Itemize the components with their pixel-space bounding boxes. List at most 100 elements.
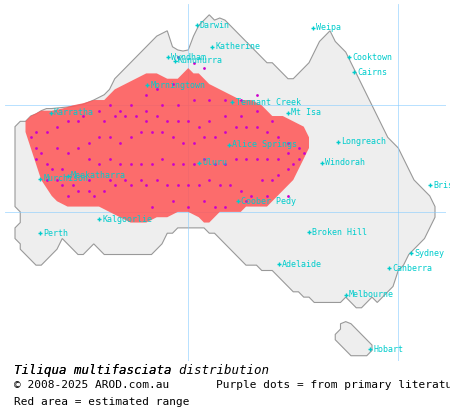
Text: © 2008-2025 AROD.com.au: © 2008-2025 AROD.com.au <box>14 380 169 390</box>
Point <box>237 97 244 103</box>
Point <box>211 203 218 210</box>
Point <box>32 155 40 162</box>
Text: Wyndham: Wyndham <box>171 53 207 62</box>
Point <box>38 150 45 156</box>
Point <box>27 134 34 141</box>
Point <box>174 102 181 109</box>
Point <box>284 150 292 156</box>
Point <box>54 123 61 130</box>
Point <box>274 155 281 162</box>
Point <box>132 113 140 120</box>
Point <box>106 177 113 183</box>
Point <box>169 198 176 205</box>
Polygon shape <box>15 15 435 308</box>
Point <box>117 107 124 114</box>
Point <box>253 91 260 98</box>
Point <box>243 198 250 205</box>
Point <box>174 182 181 188</box>
Point <box>106 155 113 162</box>
Point <box>195 182 203 188</box>
Point <box>190 161 197 167</box>
Point <box>200 65 207 71</box>
Text: Windorah: Windorah <box>325 159 365 167</box>
Point <box>169 81 176 88</box>
Point <box>101 187 108 194</box>
Point <box>200 198 207 205</box>
Point <box>153 113 160 120</box>
Point <box>263 155 270 162</box>
Point <box>137 177 144 183</box>
Text: Adelaide: Adelaide <box>282 260 322 269</box>
Point <box>54 177 61 183</box>
Text: Longreach: Longreach <box>342 137 387 146</box>
Point <box>284 166 292 173</box>
Point <box>106 102 113 109</box>
Point <box>180 139 187 146</box>
Point <box>95 107 103 114</box>
Point <box>143 182 150 188</box>
Text: Coober Pedy: Coober Pedy <box>241 197 296 206</box>
Point <box>64 150 71 156</box>
Point <box>85 139 92 146</box>
Point <box>290 161 297 167</box>
Point <box>284 193 292 199</box>
Point <box>143 107 150 114</box>
Point <box>127 134 134 141</box>
Point <box>85 177 92 183</box>
Point <box>90 193 97 199</box>
Point <box>32 129 40 135</box>
Point <box>32 145 40 151</box>
Point <box>243 155 250 162</box>
Point <box>300 150 307 156</box>
Point <box>274 171 281 178</box>
Point <box>237 113 244 120</box>
Point <box>174 118 181 124</box>
Point <box>117 139 124 146</box>
Point <box>206 118 213 124</box>
Point <box>158 102 166 109</box>
Point <box>101 118 108 124</box>
Point <box>137 129 144 135</box>
Point <box>206 177 213 183</box>
Text: Mt Isa: Mt Isa <box>291 108 321 117</box>
Text: Broken Hill: Broken Hill <box>312 228 367 237</box>
Text: Katherine: Katherine <box>216 42 261 51</box>
Text: Red area = estimated range: Red area = estimated range <box>14 397 189 407</box>
Text: Murchison: Murchison <box>43 174 88 183</box>
Point <box>184 182 192 188</box>
Point <box>221 97 229 103</box>
Text: Kalgoorlie: Kalgoorlie <box>102 215 152 224</box>
Point <box>153 86 160 93</box>
Point <box>148 161 155 167</box>
Point <box>169 134 176 141</box>
Point <box>180 161 187 167</box>
Point <box>221 113 229 120</box>
Point <box>111 182 118 188</box>
Point <box>169 161 176 167</box>
Point <box>85 187 92 194</box>
Point <box>211 134 218 141</box>
Point <box>64 193 71 199</box>
Point <box>74 187 81 194</box>
Point <box>158 129 166 135</box>
Point <box>153 177 160 183</box>
Point <box>174 54 181 61</box>
Point <box>253 107 260 114</box>
Text: Purple dots = from primary literature: Purple dots = from primary literature <box>216 380 450 390</box>
Text: Alice Springs: Alice Springs <box>232 140 297 149</box>
Point <box>195 123 203 130</box>
Point <box>200 155 207 162</box>
Point <box>263 193 270 199</box>
Polygon shape <box>335 322 372 356</box>
Point <box>148 129 155 135</box>
Text: Hobart: Hobart <box>373 345 403 354</box>
Point <box>122 177 129 183</box>
Point <box>164 182 171 188</box>
Point <box>253 123 260 130</box>
Text: Karratha: Karratha <box>54 108 94 117</box>
Text: Morningtown: Morningtown <box>150 81 206 90</box>
Text: Weipa: Weipa <box>316 23 342 32</box>
Point <box>158 155 166 162</box>
Point <box>237 187 244 194</box>
Point <box>243 123 250 130</box>
